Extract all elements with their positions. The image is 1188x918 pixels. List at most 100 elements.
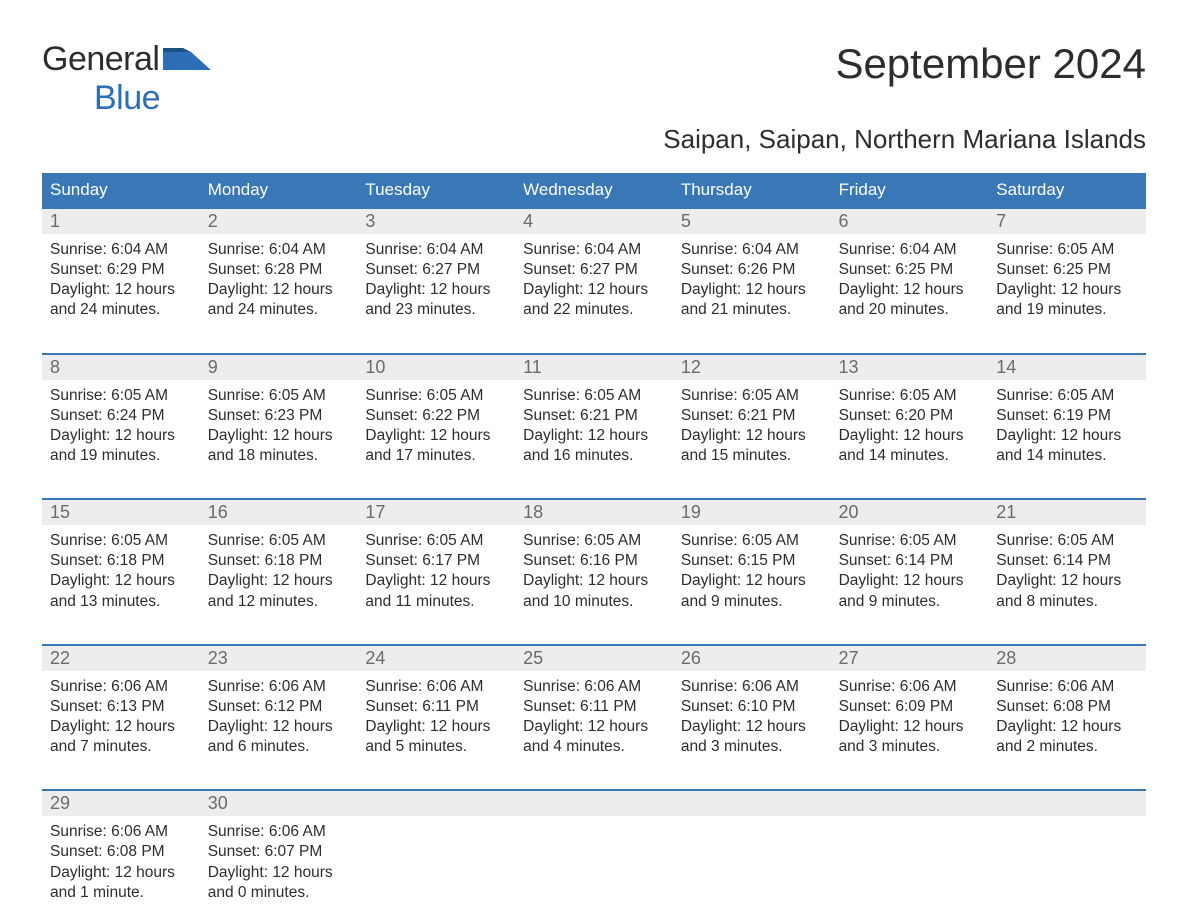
day-cell: Sunrise: 6:04 AMSunset: 6:25 PMDaylight:… (831, 234, 989, 335)
day-number-row: 22232425262728 (42, 646, 1146, 671)
day-number (988, 791, 1146, 816)
day-sunset: Sunset: 6:23 PM (208, 406, 350, 426)
day-sunset: Sunset: 6:25 PM (839, 260, 981, 280)
day-sunrise: Sunrise: 6:04 AM (208, 240, 350, 260)
day-number: 25 (515, 646, 673, 671)
day-day2: and 14 minutes. (839, 446, 981, 466)
day-sunrise: Sunrise: 6:05 AM (839, 386, 981, 406)
day-sunset: Sunset: 6:21 PM (681, 406, 823, 426)
day-cell: Sunrise: 6:04 AMSunset: 6:26 PMDaylight:… (673, 234, 831, 335)
day-day2: and 5 minutes. (365, 737, 507, 757)
day-cell: Sunrise: 6:05 AMSunset: 6:20 PMDaylight:… (831, 380, 989, 481)
day-sunset: Sunset: 6:09 PM (839, 697, 981, 717)
day-cell: Sunrise: 6:05 AMSunset: 6:23 PMDaylight:… (200, 380, 358, 481)
day-number: 19 (673, 500, 831, 525)
day-cell: Sunrise: 6:05 AMSunset: 6:18 PMDaylight:… (200, 525, 358, 626)
day-number: 3 (357, 209, 515, 234)
day-number: 28 (988, 646, 1146, 671)
day-number: 1 (42, 209, 200, 234)
day-cell: Sunrise: 6:05 AMSunset: 6:14 PMDaylight:… (831, 525, 989, 626)
day-number (831, 791, 989, 816)
day-number: 16 (200, 500, 358, 525)
day-sunrise: Sunrise: 6:05 AM (996, 240, 1138, 260)
day-sunset: Sunset: 6:12 PM (208, 697, 350, 717)
day-cell: Sunrise: 6:05 AMSunset: 6:18 PMDaylight:… (42, 525, 200, 626)
day-cell (831, 816, 989, 917)
day-number: 6 (831, 209, 989, 234)
day-day1: Daylight: 12 hours (839, 571, 981, 591)
day-sunrise: Sunrise: 6:06 AM (365, 677, 507, 697)
day-number: 13 (831, 355, 989, 380)
day-day2: and 1 minute. (50, 883, 192, 903)
day-sunset: Sunset: 6:20 PM (839, 406, 981, 426)
weekday-friday: Friday (831, 173, 989, 207)
day-sunrise: Sunrise: 6:05 AM (208, 531, 350, 551)
day-sunrise: Sunrise: 6:05 AM (365, 531, 507, 551)
day-number: 8 (42, 355, 200, 380)
day-day1: Daylight: 12 hours (365, 426, 507, 446)
day-cell: Sunrise: 6:06 AMSunset: 6:09 PMDaylight:… (831, 671, 989, 772)
day-sunset: Sunset: 6:28 PM (208, 260, 350, 280)
day-cell: Sunrise: 6:05 AMSunset: 6:21 PMDaylight:… (515, 380, 673, 481)
calendar-body: 1234567Sunrise: 6:04 AMSunset: 6:29 PMDa… (42, 207, 1146, 917)
day-day1: Daylight: 12 hours (839, 426, 981, 446)
day-day2: and 24 minutes. (208, 300, 350, 320)
day-cell: Sunrise: 6:06 AMSunset: 6:11 PMDaylight:… (515, 671, 673, 772)
day-sunrise: Sunrise: 6:06 AM (996, 677, 1138, 697)
day-number: 4 (515, 209, 673, 234)
day-sunrise: Sunrise: 6:06 AM (208, 677, 350, 697)
day-number: 17 (357, 500, 515, 525)
day-sunset: Sunset: 6:10 PM (681, 697, 823, 717)
day-day1: Daylight: 12 hours (681, 717, 823, 737)
day-day2: and 17 minutes. (365, 446, 507, 466)
day-cell: Sunrise: 6:05 AMSunset: 6:25 PMDaylight:… (988, 234, 1146, 335)
day-day1: Daylight: 12 hours (50, 426, 192, 446)
day-number: 20 (831, 500, 989, 525)
day-number (515, 791, 673, 816)
calendar-week: 15161718192021Sunrise: 6:05 AMSunset: 6:… (42, 498, 1146, 626)
day-sunset: Sunset: 6:18 PM (208, 551, 350, 571)
day-day1: Daylight: 12 hours (208, 571, 350, 591)
day-sunrise: Sunrise: 6:06 AM (208, 822, 350, 842)
day-day1: Daylight: 12 hours (208, 863, 350, 883)
day-day2: and 2 minutes. (996, 737, 1138, 757)
day-sunrise: Sunrise: 6:04 AM (50, 240, 192, 260)
day-cell: Sunrise: 6:06 AMSunset: 6:08 PMDaylight:… (988, 671, 1146, 772)
day-sunrise: Sunrise: 6:05 AM (839, 531, 981, 551)
day-number: 18 (515, 500, 673, 525)
day-day2: and 12 minutes. (208, 592, 350, 612)
day-day1: Daylight: 12 hours (681, 571, 823, 591)
day-number: 12 (673, 355, 831, 380)
day-day2: and 6 minutes. (208, 737, 350, 757)
day-sunset: Sunset: 6:15 PM (681, 551, 823, 571)
day-sunset: Sunset: 6:21 PM (523, 406, 665, 426)
day-day1: Daylight: 12 hours (681, 280, 823, 300)
day-cell: Sunrise: 6:06 AMSunset: 6:08 PMDaylight:… (42, 816, 200, 917)
day-day2: and 8 minutes. (996, 592, 1138, 612)
day-number-row: 1234567 (42, 209, 1146, 234)
day-day2: and 23 minutes. (365, 300, 507, 320)
day-day2: and 3 minutes. (839, 737, 981, 757)
day-day1: Daylight: 12 hours (681, 426, 823, 446)
header: General Blue September 2024 (42, 40, 1146, 118)
day-sunset: Sunset: 6:08 PM (50, 842, 192, 862)
day-cell: Sunrise: 6:06 AMSunset: 6:07 PMDaylight:… (200, 816, 358, 917)
weekday-saturday: Saturday (988, 173, 1146, 207)
day-day1: Daylight: 12 hours (839, 717, 981, 737)
day-number: 14 (988, 355, 1146, 380)
day-number: 7 (988, 209, 1146, 234)
day-sunrise: Sunrise: 6:05 AM (996, 386, 1138, 406)
day-sunset: Sunset: 6:11 PM (523, 697, 665, 717)
day-day1: Daylight: 12 hours (996, 717, 1138, 737)
day-sunrise: Sunrise: 6:06 AM (839, 677, 981, 697)
day-day2: and 15 minutes. (681, 446, 823, 466)
day-day1: Daylight: 12 hours (365, 717, 507, 737)
day-sunset: Sunset: 6:29 PM (50, 260, 192, 280)
day-day2: and 0 minutes. (208, 883, 350, 903)
calendar-week: 1234567Sunrise: 6:04 AMSunset: 6:29 PMDa… (42, 207, 1146, 335)
day-day2: and 16 minutes. (523, 446, 665, 466)
day-day1: Daylight: 12 hours (523, 571, 665, 591)
day-sunrise: Sunrise: 6:06 AM (681, 677, 823, 697)
day-cell: Sunrise: 6:04 AMSunset: 6:27 PMDaylight:… (357, 234, 515, 335)
weekday-wednesday: Wednesday (515, 173, 673, 207)
